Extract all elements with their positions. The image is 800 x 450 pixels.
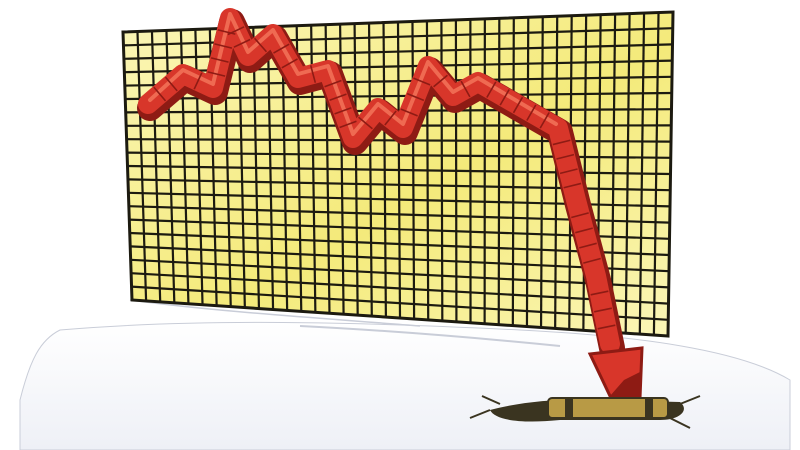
- falling-arrow: [137, 8, 644, 400]
- grid-line-horizontal: [131, 285, 669, 321]
- brick-seam: [233, 38, 251, 48]
- brick-seam: [384, 110, 397, 126]
- brick-seam: [217, 29, 236, 35]
- grid-line-horizontal: [127, 151, 671, 159]
- brick-seam: [193, 72, 203, 90]
- brick-seam: [164, 76, 178, 92]
- brick-seam: [539, 112, 550, 129]
- brick-seam: [486, 81, 497, 98]
- grid-line-horizontal: [130, 245, 670, 273]
- floor-crack: [469, 395, 701, 429]
- grid-line-horizontal: [131, 272, 669, 305]
- brick-seam: [433, 74, 448, 88]
- brick-seam: [579, 242, 597, 249]
- brick-seam: [334, 106, 352, 115]
- brick-seam: [214, 43, 233, 49]
- brick-seam: [460, 80, 471, 98]
- ground: [19, 299, 791, 450]
- brick-seam: [210, 57, 229, 63]
- brick-seam: [324, 79, 342, 88]
- brick-seam: [575, 227, 593, 234]
- brick-seam: [526, 104, 537, 121]
- brick-seam: [358, 116, 373, 130]
- brick-seam: [583, 257, 601, 264]
- brick-seam: [571, 212, 589, 219]
- brick-seam: [273, 43, 290, 54]
- brick-seam: [597, 324, 616, 330]
- grid-line-horizontal: [130, 258, 669, 289]
- brick-texture: [153, 26, 616, 330]
- brick-seam: [563, 182, 582, 189]
- brick-seam: [339, 120, 357, 129]
- brick-seam: [499, 89, 510, 106]
- brick-seam: [552, 139, 571, 146]
- brick-seam: [413, 77, 431, 86]
- brick-seam: [309, 65, 317, 83]
- brick-seam: [153, 86, 167, 102]
- brick-seam: [594, 307, 612, 313]
- brick-seam: [559, 168, 578, 175]
- brick-seam: [400, 108, 418, 117]
- brick-seam: [406, 92, 425, 102]
- brick-seam: [227, 26, 245, 36]
- brick-seam: [556, 153, 575, 160]
- brick-seam: [512, 96, 524, 114]
- brick-seam: [207, 71, 226, 77]
- brick-seam: [281, 58, 298, 69]
- brick-seam: [329, 93, 347, 102]
- brick-seam: [253, 37, 268, 53]
- brick-seam: [590, 290, 609, 296]
